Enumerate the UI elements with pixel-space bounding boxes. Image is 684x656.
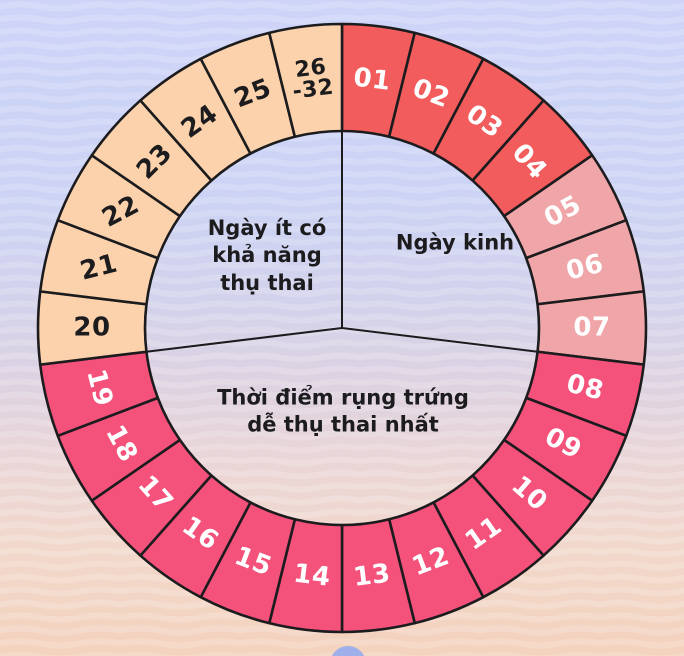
divider-line <box>146 327 343 353</box>
divider-line <box>341 327 538 353</box>
day-number-13: 13 <box>351 558 393 594</box>
day-number-07: 07 <box>573 312 611 343</box>
section-label-low-fertility: Ngày ít có khả năng thụ thai <box>207 216 327 295</box>
day-number-19: 19 <box>80 366 119 410</box>
day-number-26-32: 26 -32 <box>291 54 336 105</box>
section-label-ovulation: Thời điểm rụng trứng dễ thụ thai nhất <box>217 385 469 437</box>
day-number-14: 14 <box>291 558 333 594</box>
day-number-20: 20 <box>73 312 111 343</box>
day-number-08: 08 <box>563 368 607 407</box>
section-label-menstruation: Ngày kinh <box>395 230 515 255</box>
day-number-01: 01 <box>351 62 393 97</box>
